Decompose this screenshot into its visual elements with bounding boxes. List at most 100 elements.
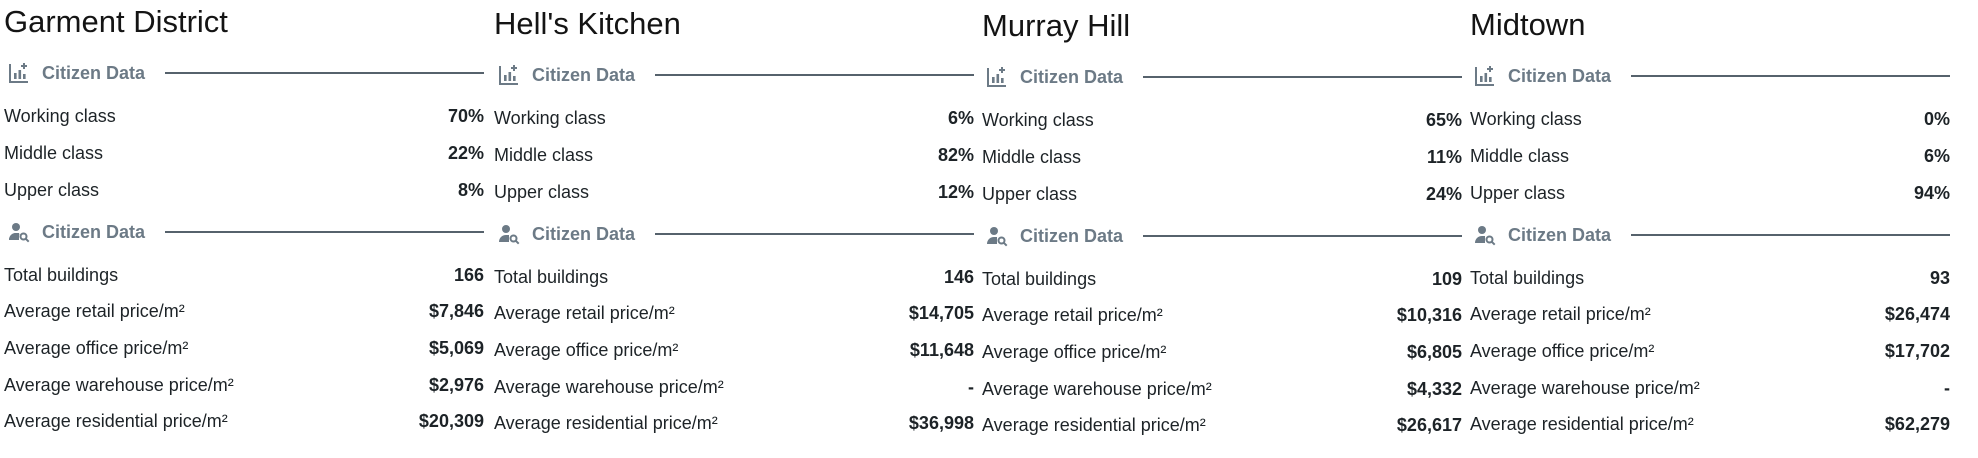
row-label: Total buildings xyxy=(1470,267,1585,288)
user-search-icon xyxy=(1470,220,1500,250)
section-divider xyxy=(165,72,484,74)
row-value: 0% xyxy=(1923,109,1950,129)
district-panel-midtown: Midtown Citizen Data Working class 0% Mid… xyxy=(1470,3,1950,449)
row-value: 11% xyxy=(1426,147,1462,167)
section-title: Citizen Data xyxy=(532,223,636,244)
row-value: $5,069 xyxy=(428,337,484,358)
row-value: 6% xyxy=(1923,146,1950,166)
section-divider xyxy=(165,231,484,233)
section-title: Citizen Data xyxy=(42,62,146,83)
stats-row-residential-price: Average residential price/m² $20,309 xyxy=(4,403,484,440)
row-label: Upper class xyxy=(1470,183,1566,203)
row-value: $26,474 xyxy=(1884,304,1950,325)
section-divider xyxy=(655,233,974,235)
row-value: 24% xyxy=(1425,184,1462,204)
stats-row-retail-price: Average retail price/m² $10,316 xyxy=(982,298,1462,335)
row-label: Average retail price/m² xyxy=(4,301,185,322)
row-value: $10,316 xyxy=(1396,305,1462,326)
row-value: 70% xyxy=(447,106,484,126)
class-section-header: Citizen Data xyxy=(982,60,1462,94)
row-value: $4,332 xyxy=(1406,378,1462,399)
row-value: $2,976 xyxy=(428,374,484,395)
row-value: $36,998 xyxy=(908,413,974,434)
row-label: Total buildings xyxy=(4,264,119,285)
row-label: Average warehouse price/m² xyxy=(982,378,1212,399)
stats-row-retail-price: Average retail price/m² $26,474 xyxy=(1470,297,1950,334)
district-panel-murray-hill: Murray Hill Citizen Data Working class 65… xyxy=(982,4,1462,450)
stats-row-retail-price: Average retail price/m² $14,705 xyxy=(494,296,974,333)
district-title: Murray Hill xyxy=(982,8,1131,43)
row-label: Working class xyxy=(4,106,116,126)
stats-row-residential-price: Average residential price/m² $62,279 xyxy=(1470,406,1950,443)
chart-plus-icon xyxy=(4,58,34,88)
class-row-working: Working class 70% xyxy=(4,98,484,135)
row-label: Middle class xyxy=(4,143,104,163)
class-row-upper: Upper class 8% xyxy=(4,172,484,209)
row-value: - xyxy=(968,376,974,397)
row-value: $14,705 xyxy=(908,303,974,324)
row-value: 22% xyxy=(447,143,484,163)
row-value: 6% xyxy=(947,108,974,128)
stats-section-header: Citizen Data xyxy=(982,219,1462,253)
row-value: $17,702 xyxy=(1884,340,1950,361)
stats-row-total-buildings: Total buildings 146 xyxy=(494,259,974,296)
stats-rows: Total buildings 109 Average retail price/… xyxy=(982,261,1462,444)
district-panel-hells-kitchen: Hell's Kitchen Citizen Data Working clas… xyxy=(494,2,974,448)
section-title: Citizen Data xyxy=(1508,65,1612,86)
section-divider xyxy=(655,74,974,76)
row-value: $26,617 xyxy=(1396,415,1462,436)
row-label: Average office price/m² xyxy=(1470,340,1655,361)
row-label: Working class xyxy=(1470,109,1582,129)
section-divider xyxy=(1143,235,1462,237)
row-value: 82% xyxy=(937,145,974,165)
section-title: Citizen Data xyxy=(1020,225,1124,246)
class-row-middle: Middle class 82% xyxy=(494,137,974,174)
section-title: Citizen Data xyxy=(1508,224,1612,245)
row-value: 166 xyxy=(453,264,484,285)
district-title: Midtown xyxy=(1470,7,1586,42)
row-label: Upper class xyxy=(982,184,1078,204)
stats-row-total-buildings: Total buildings 166 xyxy=(4,257,484,294)
row-value: 146 xyxy=(943,266,974,287)
row-label: Average retail price/m² xyxy=(494,303,675,324)
stats-row-office-price: Average office price/m² $5,069 xyxy=(4,330,484,367)
section-divider xyxy=(1631,234,1950,236)
class-row-upper: Upper class 94% xyxy=(1470,175,1950,212)
stats-row-warehouse-price: Average warehouse price/m² - xyxy=(1470,370,1950,407)
row-value: $62,279 xyxy=(1884,414,1950,435)
class-section-header: Citizen Data xyxy=(494,58,974,92)
row-label: Average office price/m² xyxy=(494,339,679,360)
stats-section-header: Citizen Data xyxy=(494,217,974,251)
stats-section-header: Citizen Data xyxy=(4,215,484,249)
row-value: $11,648 xyxy=(909,339,974,360)
stats-row-office-price: Average office price/m² $17,702 xyxy=(1470,333,1950,370)
row-label: Average residential price/m² xyxy=(4,411,228,432)
row-value: $6,805 xyxy=(1406,341,1462,362)
stats-row-warehouse-price: Average warehouse price/m² - xyxy=(494,369,974,406)
row-label: Average office price/m² xyxy=(982,341,1167,362)
class-row-working: Working class 0% xyxy=(1470,101,1950,138)
section-title: Citizen Data xyxy=(42,221,146,242)
class-row-upper: Upper class 24% xyxy=(982,176,1462,213)
row-value: 12% xyxy=(937,182,974,202)
class-row-working: Working class 65% xyxy=(982,102,1462,139)
stats-row-warehouse-price: Average warehouse price/m² $4,332 xyxy=(982,371,1462,408)
row-value: 65% xyxy=(1425,110,1462,130)
row-value: - xyxy=(1944,377,1950,398)
class-row-middle: Middle class 11% xyxy=(982,139,1462,176)
row-value: 109 xyxy=(1431,268,1462,289)
class-section-header: Citizen Data xyxy=(4,56,484,90)
row-label: Average residential price/m² xyxy=(1470,414,1694,435)
class-rows: Working class 6% Middle class 82% Upper cl… xyxy=(494,100,974,211)
row-label: Average warehouse price/m² xyxy=(494,376,724,397)
district-panel-garment-district: Garment District Citizen Data Working cl… xyxy=(4,0,484,446)
user-search-icon xyxy=(494,219,524,249)
class-rows: Working class 70% Middle class 22% Upper c… xyxy=(4,98,484,209)
stats-row-warehouse-price: Average warehouse price/m² $2,976 xyxy=(4,367,484,404)
row-label: Total buildings xyxy=(494,266,609,287)
row-label: Average warehouse price/m² xyxy=(4,374,234,395)
stats-row-office-price: Average office price/m² $6,805 xyxy=(982,334,1462,371)
section-divider xyxy=(1143,76,1462,78)
class-rows: Working class 65% Middle class 11% Upper c… xyxy=(982,102,1462,213)
stats-row-retail-price: Average retail price/m² $7,846 xyxy=(4,294,484,331)
